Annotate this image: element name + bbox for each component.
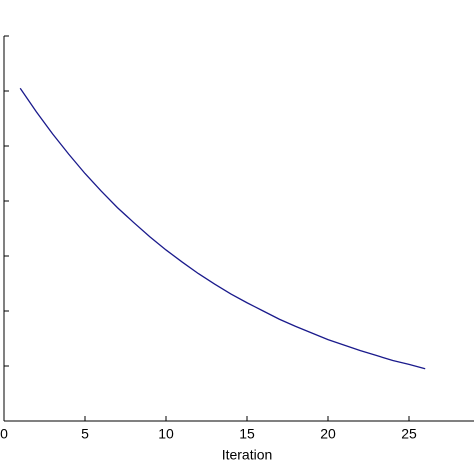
x-tick-label: 25	[401, 426, 417, 442]
x-tick-label: 15	[239, 426, 255, 442]
x-tick-label: 5	[81, 426, 89, 442]
x-tick-label: 20	[320, 426, 336, 442]
line-series	[19, 87, 426, 370]
x-tick-label: 10	[158, 426, 174, 442]
x-axis-label: Iteration	[222, 447, 273, 463]
x-tick-label: 0	[0, 426, 8, 442]
